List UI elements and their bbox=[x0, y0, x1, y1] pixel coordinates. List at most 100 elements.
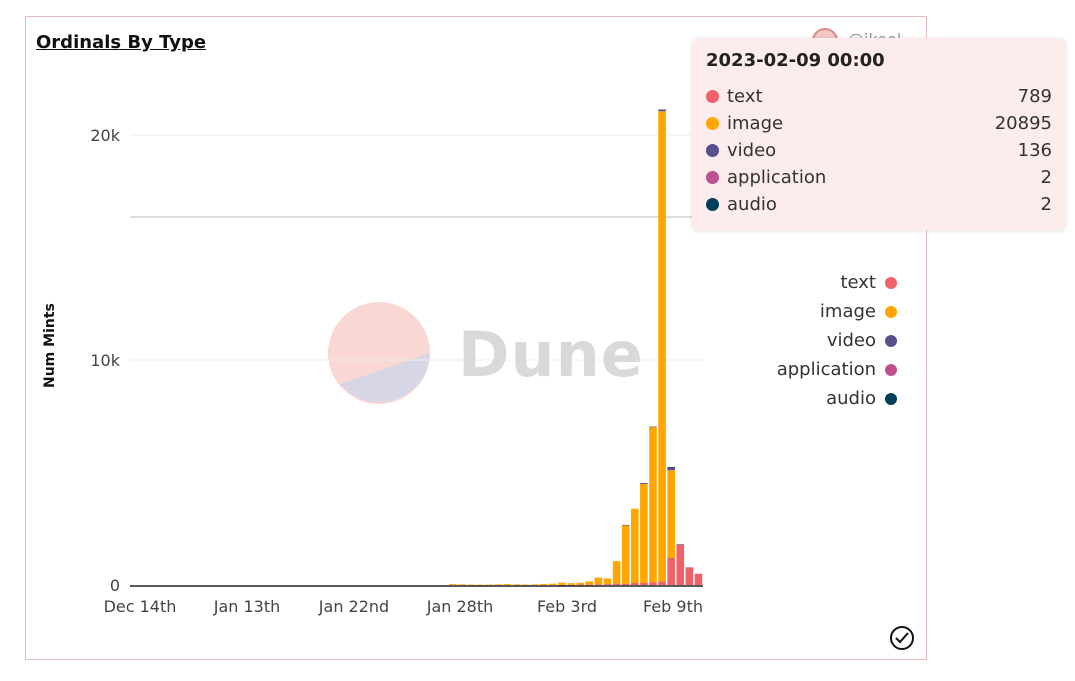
watermark-half bbox=[340, 353, 430, 403]
bar-audio[interactable] bbox=[667, 467, 675, 468]
chart-title[interactable]: Ordinals By Type bbox=[36, 32, 207, 53]
grid-lines bbox=[130, 134, 703, 361]
bar-image[interactable] bbox=[503, 584, 512, 585]
legend-item-audio[interactable]: audio bbox=[777, 384, 897, 413]
bar-video[interactable] bbox=[621, 524, 630, 526]
bar-text[interactable] bbox=[567, 584, 575, 586]
watermark-logo bbox=[328, 302, 430, 404]
tooltip-row-application: application 2 bbox=[706, 164, 1052, 191]
tooltip-series-name: audio bbox=[727, 194, 777, 215]
tooltip-row-audio: audio 2 bbox=[706, 191, 1052, 218]
bar-video[interactable] bbox=[649, 426, 657, 428]
bars-group bbox=[449, 109, 703, 586]
legend-label: image bbox=[819, 301, 876, 322]
tooltip-value: 136 bbox=[1017, 140, 1052, 161]
tooltip-dot bbox=[706, 171, 719, 184]
bar-image[interactable] bbox=[658, 111, 666, 582]
legend-label: audio bbox=[826, 388, 876, 409]
check-circle-icon[interactable] bbox=[890, 626, 914, 650]
bar-image[interactable] bbox=[630, 508, 639, 583]
bar-text[interactable] bbox=[676, 544, 685, 586]
x-tick-label: Feb 3rd bbox=[537, 597, 597, 616]
legend-label: text bbox=[840, 272, 876, 293]
tooltip-value: 2 bbox=[1040, 167, 1052, 188]
watermark-text: Dune bbox=[458, 318, 644, 391]
bar-text[interactable] bbox=[658, 581, 666, 585]
legend-item-video[interactable]: video bbox=[777, 326, 897, 355]
bar-image[interactable] bbox=[485, 584, 494, 586]
bar-text[interactable] bbox=[621, 583, 630, 586]
y-tick-label: 0 bbox=[110, 576, 120, 595]
legend-dot bbox=[885, 276, 897, 289]
tooltip-dot bbox=[706, 198, 719, 211]
tooltip-dot bbox=[706, 144, 719, 157]
tooltip-row-video: video 136 bbox=[706, 137, 1052, 164]
bar-text[interactable] bbox=[558, 584, 566, 586]
legend-item-image[interactable]: image bbox=[777, 297, 897, 326]
tooltip-date: 2023-02-09 00:00 bbox=[706, 50, 885, 71]
bar-image[interactable] bbox=[549, 583, 557, 585]
bar-text[interactable] bbox=[603, 584, 612, 585]
legend-item-text[interactable]: text bbox=[777, 268, 897, 297]
bar-image[interactable] bbox=[603, 578, 612, 585]
bar-video[interactable] bbox=[667, 467, 675, 471]
bar-text[interactable] bbox=[585, 584, 594, 586]
legend-dot bbox=[885, 334, 897, 347]
tooltip-dot bbox=[706, 117, 719, 130]
tooltip-value: 789 bbox=[1017, 86, 1052, 107]
legend-dot bbox=[885, 392, 897, 405]
bar-image[interactable] bbox=[449, 584, 457, 585]
bar-image[interactable] bbox=[585, 581, 594, 585]
bar-image[interactable] bbox=[640, 483, 648, 583]
bar-image[interactable] bbox=[512, 584, 521, 585]
tooltip-row-text: text 789 bbox=[706, 83, 1052, 110]
legend-label: application bbox=[776, 359, 876, 380]
bar-text[interactable] bbox=[694, 573, 703, 585]
bar-video[interactable] bbox=[640, 483, 648, 484]
legend-label: video bbox=[826, 330, 876, 351]
bar-image[interactable] bbox=[594, 577, 603, 585]
axes-group: 0 10k 20k Dec 14th Jan 13th Jan 22nd Jan 28th F… bbox=[90, 126, 703, 616]
bar-image[interactable] bbox=[567, 583, 575, 585]
bar-image[interactable] bbox=[521, 584, 530, 586]
tooltip-series-name: video bbox=[727, 140, 777, 161]
bar-image[interactable] bbox=[467, 584, 475, 586]
legend-item-application[interactable]: application bbox=[777, 355, 897, 384]
x-tick-label: Dec 14th bbox=[104, 597, 177, 616]
bar-image[interactable] bbox=[621, 525, 630, 584]
bar-text[interactable] bbox=[640, 582, 648, 585]
bar-image[interactable] bbox=[530, 584, 539, 585]
y-tick-label: 20k bbox=[90, 126, 120, 145]
tooltip-series-name: text bbox=[727, 86, 763, 107]
y-axis-label: Num Mints bbox=[42, 303, 58, 388]
bar-image[interactable] bbox=[667, 470, 675, 558]
x-tick-label: Jan 13th bbox=[213, 597, 281, 616]
bar-text[interactable] bbox=[630, 582, 639, 585]
tooltip-dot bbox=[706, 90, 719, 103]
bar-video[interactable] bbox=[676, 544, 685, 545]
bar-text[interactable] bbox=[594, 584, 603, 585]
bar-image[interactable] bbox=[576, 582, 585, 585]
bar-image[interactable] bbox=[476, 584, 484, 586]
tooltip-series-name: application bbox=[727, 167, 827, 188]
bar-text[interactable] bbox=[576, 584, 585, 586]
x-tick-label: Feb 9th bbox=[643, 597, 703, 616]
bar-image[interactable] bbox=[612, 561, 621, 584]
bar-image[interactable] bbox=[649, 427, 657, 583]
bar-video[interactable] bbox=[658, 109, 666, 112]
bar-image[interactable] bbox=[558, 582, 566, 585]
x-tick-label: Jan 22nd bbox=[318, 597, 389, 616]
bar-image[interactable] bbox=[494, 584, 503, 585]
tooltip: 2023-02-09 00:00 text 789 image 20895 video 1… bbox=[692, 38, 1066, 230]
bar-text[interactable] bbox=[649, 582, 657, 585]
tooltip-value: 2 bbox=[1040, 194, 1052, 215]
bar-image[interactable] bbox=[458, 584, 466, 585]
bar-text[interactable] bbox=[667, 558, 675, 585]
bar-text[interactable] bbox=[685, 567, 694, 585]
tooltip-series-name: image bbox=[727, 113, 784, 134]
bar-text[interactable] bbox=[612, 583, 621, 585]
tooltip-rows: text 789 image 20895 video 136 application 2 aud… bbox=[706, 83, 1052, 218]
bar-image[interactable] bbox=[540, 583, 548, 586]
tooltip-row-image: image 20895 bbox=[706, 110, 1052, 137]
